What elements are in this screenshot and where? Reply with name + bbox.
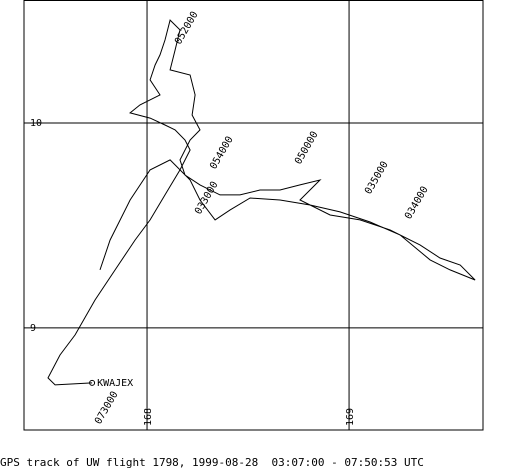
time-label: 035000 [363, 160, 391, 197]
time-label: 054000 [208, 135, 236, 172]
flight-track [47, 19, 476, 386]
x-tick-label: 169 [345, 408, 356, 426]
time-label: 050000 [293, 130, 321, 167]
y-tick-label: 9 [30, 323, 36, 334]
caption: GPS track of UW flight 1798, 1999-08-28 … [0, 456, 424, 469]
y-tick-label: 10 [30, 118, 42, 129]
x-tick-label: 168 [143, 408, 154, 426]
time-label: 052000 [173, 10, 201, 47]
plot-frame [23, 0, 484, 431]
time-label: 073000 [93, 390, 121, 427]
time-label: 034000 [403, 185, 431, 222]
station-marker [89, 379, 96, 386]
station-label: KWAJEX [97, 378, 133, 389]
time-label: 033000 [193, 180, 221, 217]
